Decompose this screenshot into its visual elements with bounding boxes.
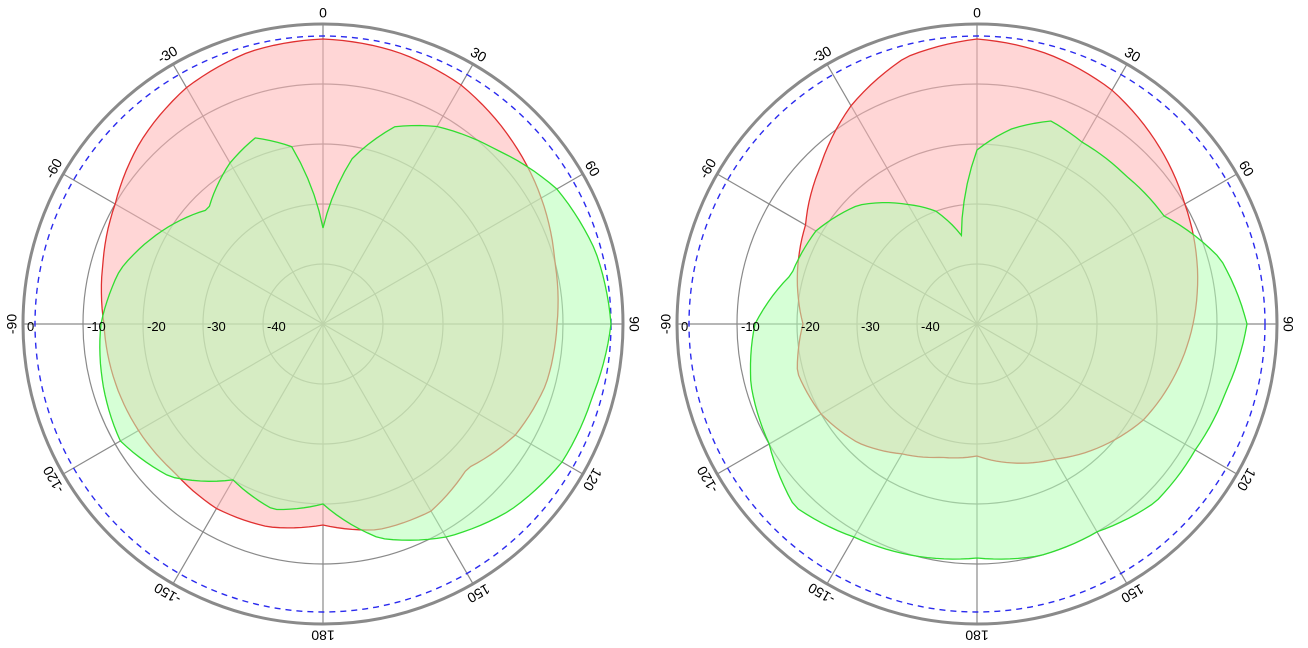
radial-label: -20 xyxy=(801,319,820,334)
angle-label: 180 xyxy=(311,627,335,643)
radial-label: -10 xyxy=(87,319,106,334)
radial-label: 0 xyxy=(27,319,34,334)
polar-plot-right: 0 30 60 90 120 150 180 -150 -120 -90 -60 -30 0 -10 -20… xyxy=(654,0,1308,648)
polar-plot-left: 0 30 60 90 120 150 180 -150 -120 -90 -60 -30 0 -10 -20… xyxy=(4,5,643,644)
series-group xyxy=(99,38,612,541)
angle-label: -150 xyxy=(151,580,183,608)
radial-label: -30 xyxy=(861,319,880,334)
radial-label: -40 xyxy=(921,319,940,334)
angle-label: 90 xyxy=(1280,316,1296,332)
reference-ring xyxy=(688,35,1266,613)
angle-label: 60 xyxy=(1236,158,1258,180)
angle-label: -120 xyxy=(693,463,721,495)
radial-label: -30 xyxy=(207,319,226,334)
angle-label: -90 xyxy=(4,314,20,334)
angle-label: -90 xyxy=(658,314,674,334)
radial-label: -20 xyxy=(147,319,166,334)
radial-labels: 0 -10 -20 -30 -40 xyxy=(27,319,286,334)
angle-label: 30 xyxy=(1122,44,1144,66)
angle-label: 60 xyxy=(582,158,604,180)
angle-label: 0 xyxy=(319,5,327,21)
series-group xyxy=(749,38,1248,560)
angle-label: 180 xyxy=(965,627,989,643)
series-1-trace xyxy=(749,120,1248,560)
angle-label: 0 xyxy=(973,5,981,21)
angle-label: -150 xyxy=(805,580,837,608)
radial-labels: 0 -10 -20 -30 -40 xyxy=(681,319,940,334)
angle-label: 30 xyxy=(468,44,490,66)
series-1-trace xyxy=(99,124,612,541)
angle-label: 90 xyxy=(626,316,642,332)
radial-label: -40 xyxy=(267,319,286,334)
radial-label: 0 xyxy=(681,319,688,334)
radial-label: -10 xyxy=(741,319,760,334)
angle-label: -120 xyxy=(39,463,67,495)
